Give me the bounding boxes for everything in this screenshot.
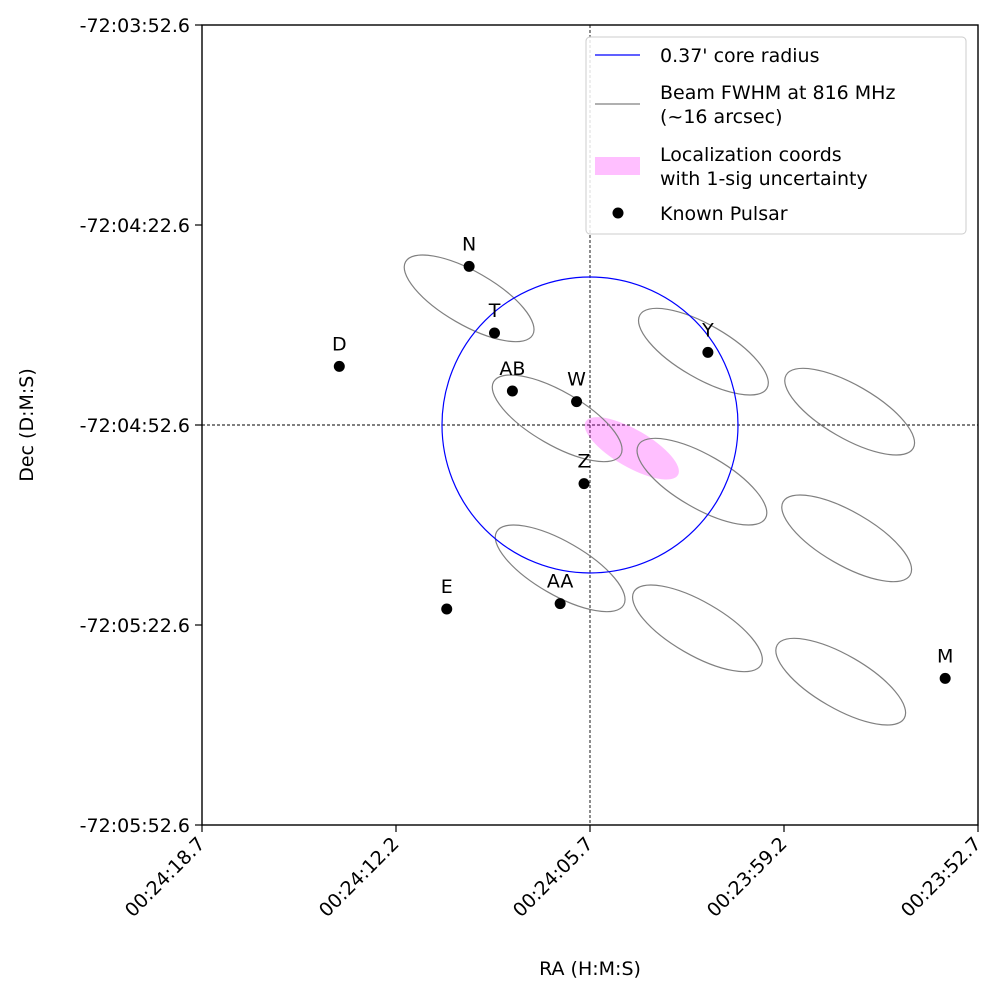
y-tick-label-1: -72:04:22.6	[80, 215, 190, 237]
pulsar-point-e	[441, 603, 453, 615]
pulsar-point-z	[578, 478, 590, 490]
core-radius-circle	[441, 276, 739, 574]
beam-ellipse-2	[637, 307, 769, 396]
pulsar-label-t: T	[488, 300, 501, 322]
pulsar-label-aa: AA	[547, 571, 574, 593]
pulsar-label-m: M	[937, 645, 953, 667]
y-axis-title: Dec (D:M:S)	[16, 368, 38, 482]
beam-ellipse-5	[636, 437, 768, 526]
legend-box	[585, 36, 967, 235]
plot-area: N T D Y AB W Z E AA M	[202, 25, 978, 825]
pulsar-label-ab: AB	[499, 358, 525, 380]
x-axis-title: RA (H:M:S)	[539, 958, 641, 980]
pulsar-point-aa	[554, 598, 566, 610]
beam-ellipse-4	[491, 374, 623, 463]
beam-ellipse-9	[775, 637, 907, 726]
beam-ellipse-1	[403, 254, 535, 343]
legend: 0.37' core radius Beam FWHM at 816 MHz (~1…	[585, 36, 967, 235]
y-tick-label-2: -72:04:52.6	[80, 415, 190, 437]
pulsar-point-t	[488, 327, 500, 339]
pulsar-point-d	[333, 360, 345, 372]
beam-ellipse-3	[784, 367, 916, 456]
legend-label-beam: Beam FWHM at 816 MHz (~16 arcsec)	[660, 82, 895, 128]
beam-ellipse-8	[631, 584, 763, 673]
legend-label-core-radius: 0.37' core radius	[660, 45, 820, 67]
pulsar-point-ab	[506, 385, 518, 397]
pulsar-label-n: N	[462, 233, 476, 255]
y-tick-label-3: -72:05:22.6	[80, 615, 190, 637]
pulsar-label-w: W	[567, 369, 586, 391]
pulsar-label-z: Z	[578, 451, 591, 473]
pulsar-point-y	[702, 346, 714, 358]
y-tick-label-4: -72:05:52.6	[80, 815, 190, 837]
localization-ellipse	[584, 417, 679, 480]
legend-label-localization: Localization coords with 1-sig uncertaint…	[660, 144, 868, 190]
legend-label-pulsar: Known Pulsar	[660, 203, 788, 225]
pulsar-label-d: D	[332, 333, 347, 355]
y-tick-label-0: -72:03:52.6	[80, 15, 190, 37]
pulsar-point-n	[463, 260, 475, 272]
pulsar-label-e: E	[441, 576, 453, 598]
legend-marker-pulsar	[612, 207, 624, 219]
pulsar-label-y: Y	[701, 319, 714, 341]
pulsar-point-w	[571, 396, 583, 408]
beam-ellipse-6	[781, 494, 913, 583]
beam-ellipse-7	[494, 524, 626, 613]
legend-marker-localization	[595, 157, 640, 175]
pulsar-point-m	[939, 672, 951, 684]
